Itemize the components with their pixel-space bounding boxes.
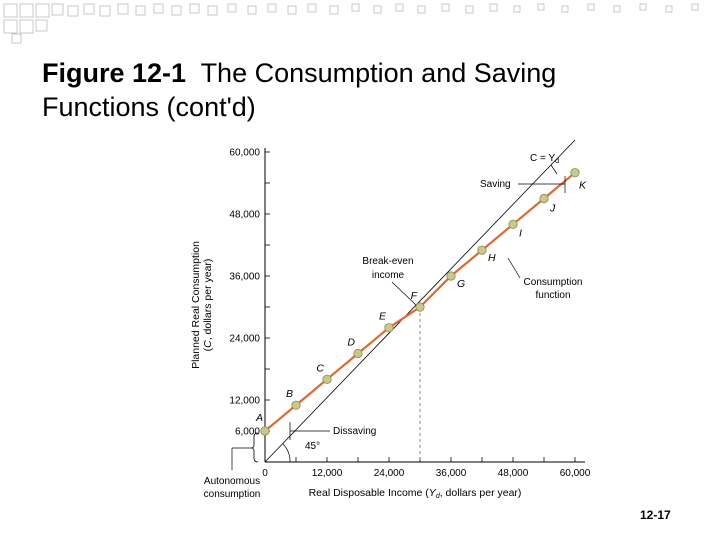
- data-point: [260, 426, 270, 436]
- decorative-square: [537, 3, 545, 11]
- break-even-leader: [391, 281, 417, 306]
- y-tick-label: 36,000: [229, 272, 260, 283]
- consumption-points: A B C D E F G H I J K: [255, 168, 587, 436]
- decorative-square: [351, 3, 360, 12]
- decorative-square: [513, 5, 521, 13]
- decorative-square: [441, 3, 450, 12]
- decorative-square: [267, 3, 277, 13]
- decorative-square: [613, 5, 621, 13]
- decorative-square: [639, 3, 647, 11]
- saving-label: Saving: [480, 179, 511, 190]
- y-tick-label: 24,000: [229, 334, 260, 345]
- slide-title-text: The Consumption and Saving Functions (co…: [42, 58, 557, 122]
- break-even-label-line1: Break-even: [362, 256, 413, 267]
- decorative-square: [307, 3, 317, 13]
- y-tick-label: 12,000: [229, 396, 260, 407]
- point-label: C: [316, 362, 324, 374]
- decorative-square: [465, 5, 474, 14]
- decorative-square: [3, 19, 18, 34]
- point-label: J: [549, 203, 556, 215]
- autonomous-label-line1: Autonomous: [204, 476, 260, 487]
- decorative-square: [99, 5, 111, 17]
- decorative-square: [417, 5, 426, 14]
- decorative-checker-strip: [3, 3, 699, 44]
- decorative-square: [287, 5, 297, 15]
- y-tick-label: 60,000: [229, 148, 260, 159]
- decorative-square: [19, 3, 34, 18]
- decorative-square: [35, 3, 50, 18]
- point-label: H: [488, 252, 496, 264]
- y-tick-label: 6,000: [235, 427, 260, 438]
- decorative-square: [665, 5, 673, 13]
- decorative-square: [11, 33, 22, 44]
- x-tick-label: 0: [262, 468, 268, 479]
- point-label: B: [286, 388, 293, 400]
- decorative-square: [67, 5, 79, 17]
- data-point: [353, 348, 363, 359]
- decorative-square: [395, 3, 404, 12]
- decorative-square: [207, 5, 218, 16]
- decorative-square: [51, 3, 64, 16]
- decorative-square: [227, 3, 237, 13]
- decorative-square: [135, 5, 146, 16]
- decorative-square: [153, 3, 164, 14]
- x-axis-label: Real Disposable Income (Yd, dollars per …: [309, 487, 522, 500]
- decorative-square: [35, 19, 48, 32]
- data-point: [446, 271, 456, 281]
- point-label: E: [379, 311, 387, 323]
- data-point: [291, 400, 301, 410]
- angle-label: 45°: [305, 441, 320, 452]
- decorative-square: [373, 5, 382, 14]
- decorative-square: [489, 3, 498, 12]
- x-axis-ticks: 0 12,000 24,000 36,000 48,000 60,000: [262, 457, 591, 479]
- point-label: K: [579, 180, 587, 192]
- data-point: [570, 168, 580, 178]
- data-point: [322, 374, 332, 384]
- point-label: F: [411, 290, 418, 302]
- slide-title-figure-number: Figure 12-1: [42, 58, 187, 88]
- y-axis-label: Planned Real Consumption: [190, 241, 202, 369]
- reference-line-c-equals-yd: [264, 139, 576, 463]
- decorative-square: [329, 5, 339, 15]
- data-point: [477, 245, 487, 255]
- decorative-square: [171, 5, 182, 16]
- point-label: I: [519, 227, 522, 239]
- decorative-square: [561, 5, 569, 13]
- point-label: D: [347, 337, 355, 349]
- decorative-square: [189, 3, 200, 14]
- page-number: 12-17: [640, 508, 671, 522]
- break-even-label-line2: income: [372, 270, 405, 281]
- autonomous-label-line2: consumption: [204, 489, 261, 500]
- data-point: [415, 302, 425, 312]
- reference-line-label-leader: [550, 164, 558, 175]
- slide-title: Figure 12-1 The Consumption and Saving F…: [42, 56, 662, 124]
- y-axis-label-sub: (C, dollars per year): [202, 259, 214, 352]
- decorative-square: [247, 5, 257, 15]
- dissaving-label: Dissaving: [333, 426, 376, 437]
- decorative-square: [691, 3, 699, 11]
- decorative-square: [83, 3, 95, 15]
- consumption-function-leader: [507, 257, 521, 279]
- x-tick-label: 24,000: [374, 468, 405, 479]
- x-tick-label: 36,000: [436, 468, 467, 479]
- y-axis-ticks: 6,000 12,000 24,000 36,000 48,000 60,000: [229, 148, 270, 438]
- decorative-square: [19, 19, 34, 34]
- x-tick-label: 12,000: [312, 468, 343, 479]
- data-point: [508, 219, 518, 229]
- reference-line-label: C = Yd: [530, 153, 559, 165]
- angle-arc: [282, 443, 291, 463]
- y-tick-label: 48,000: [229, 210, 260, 221]
- decorative-square: [3, 3, 18, 18]
- point-label: A: [255, 412, 263, 424]
- point-label: G: [457, 278, 465, 290]
- decorative-square: [117, 3, 129, 15]
- consumption-function-label-line2: function: [535, 290, 570, 301]
- data-point: [539, 193, 549, 204]
- decorative-square: [587, 3, 595, 11]
- x-tick-label: 60,000: [560, 468, 591, 479]
- x-tick-label: 48,000: [498, 468, 529, 479]
- consumption-function-label-line1: Consumption: [524, 277, 583, 288]
- data-point: [384, 323, 394, 333]
